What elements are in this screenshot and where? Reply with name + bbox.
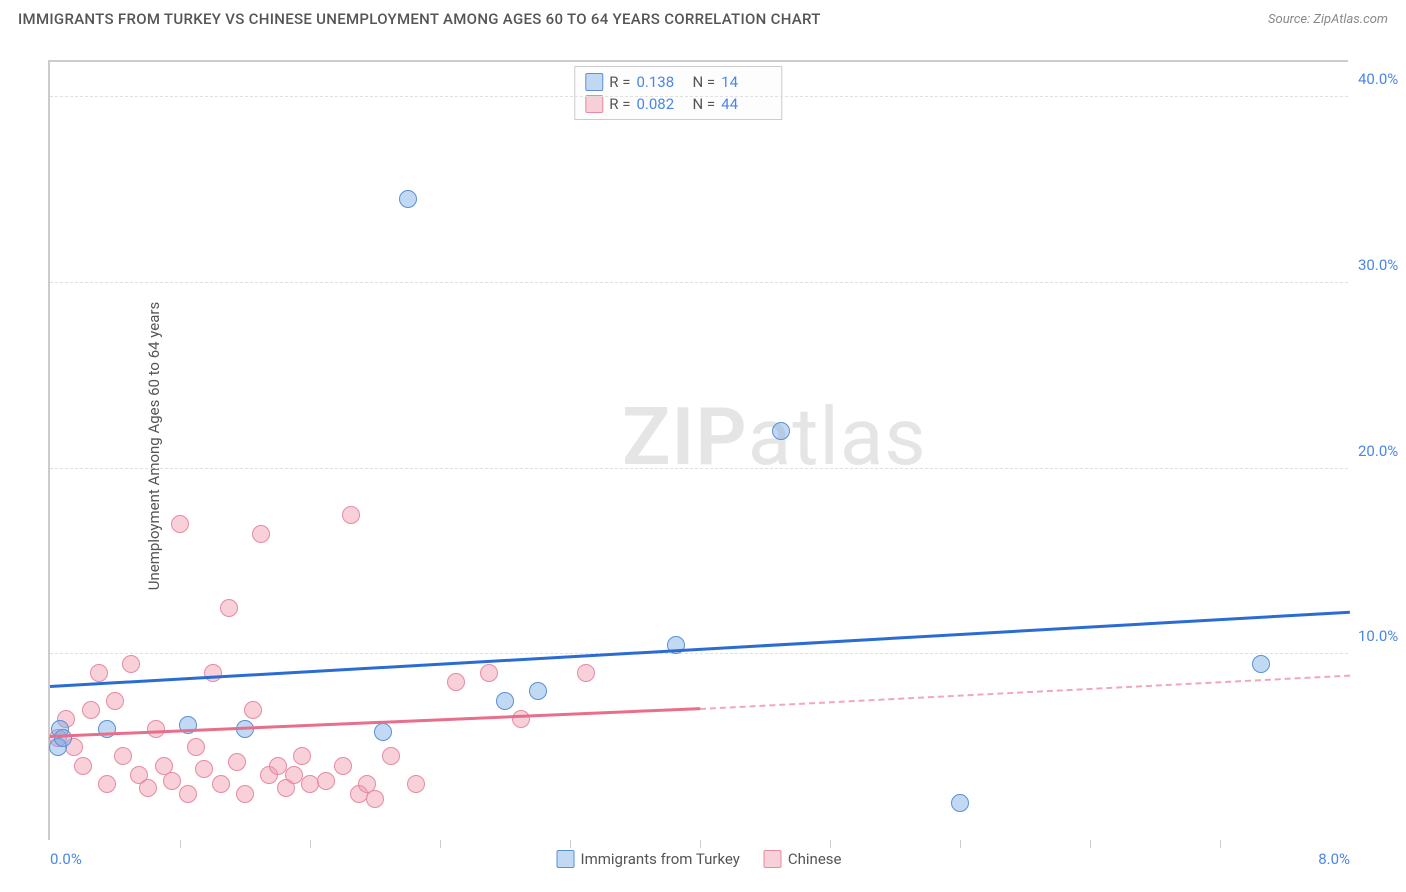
data-point-chinese [480, 664, 498, 682]
series-label: Chinese [788, 850, 842, 868]
series-legend-item-turkey: Immigrants from Turkey [557, 850, 740, 868]
legend-r-label: R = [609, 73, 630, 91]
data-point-turkey [951, 794, 969, 812]
correlation-legend: R = 0.138 N = 14 R = 0.082 N = 44 [574, 66, 782, 120]
legend-swatch [557, 850, 575, 868]
x-tick-mark [700, 840, 701, 848]
data-point-chinese [220, 599, 238, 617]
x-tick-mark [1090, 840, 1091, 848]
gridline [50, 282, 1348, 283]
legend-n-label: N = [692, 73, 715, 91]
data-point-turkey [1252, 655, 1270, 673]
legend-swatch [585, 73, 603, 91]
data-point-chinese [195, 760, 213, 778]
data-point-turkey [772, 422, 790, 440]
legend-row-turkey: R = 0.138 N = 14 [585, 71, 771, 93]
data-point-chinese [163, 772, 181, 790]
x-tick-label: 0.0% [50, 850, 82, 868]
data-point-chinese [382, 747, 400, 765]
legend-swatch [764, 850, 782, 868]
legend-n-value: 44 [721, 95, 771, 113]
gridline [50, 468, 1348, 469]
data-point-chinese [74, 757, 92, 775]
title-bar: IMMIGRANTS FROM TURKEY VS CHINESE UNEMPL… [18, 10, 1388, 28]
gridline [50, 96, 1348, 97]
data-point-turkey [54, 729, 72, 747]
x-tick-mark [440, 840, 441, 848]
data-point-turkey [374, 723, 392, 741]
data-point-chinese [228, 753, 246, 771]
data-point-turkey [496, 692, 514, 710]
data-point-chinese [293, 747, 311, 765]
data-point-turkey [529, 682, 547, 700]
data-point-chinese [106, 692, 124, 710]
data-point-chinese [171, 515, 189, 533]
trend-line [50, 610, 1350, 687]
data-point-turkey [399, 190, 417, 208]
trend-line-extrapolated [700, 675, 1350, 710]
data-point-chinese [187, 738, 205, 756]
data-point-chinese [236, 785, 254, 803]
y-tick-label: 20.0% [1358, 442, 1406, 460]
data-point-chinese [114, 747, 132, 765]
data-point-chinese [122, 655, 140, 673]
scatter-plot: R =0.138N =14R =0.082N =44 ZIPatlas Immi… [48, 60, 1348, 840]
source-label: Source: ZipAtlas.com [1268, 12, 1388, 27]
data-point-chinese [342, 506, 360, 524]
data-point-chinese [317, 772, 335, 790]
legend-r-label: R = [609, 95, 630, 113]
data-point-chinese [82, 701, 100, 719]
series-label: Immigrants from Turkey [581, 850, 740, 868]
data-point-chinese [269, 757, 287, 775]
data-point-chinese [285, 766, 303, 784]
data-point-chinese [252, 525, 270, 543]
legend-swatch [585, 95, 603, 113]
x-tick-mark [310, 840, 311, 848]
data-point-chinese [301, 775, 319, 793]
y-tick-label: 30.0% [1358, 256, 1406, 274]
data-point-chinese [366, 790, 384, 808]
data-point-chinese [334, 757, 352, 775]
data-point-chinese [407, 775, 425, 793]
chart-title: IMMIGRANTS FROM TURKEY VS CHINESE UNEMPL… [18, 10, 821, 28]
data-point-chinese [147, 720, 165, 738]
x-tick-mark [960, 840, 961, 848]
legend-n-value: 14 [721, 73, 771, 91]
data-point-chinese [447, 673, 465, 691]
legend-r-value: 0.138 [636, 73, 686, 91]
data-point-chinese [577, 664, 595, 682]
series-legend-item-chinese: Chinese [764, 850, 842, 868]
x-tick-mark [570, 840, 571, 848]
x-tick-mark [180, 840, 181, 848]
x-tick-label: 8.0% [1318, 850, 1350, 868]
y-tick-label: 10.0% [1358, 627, 1406, 645]
gridline [50, 653, 1348, 654]
data-point-chinese [204, 664, 222, 682]
data-point-chinese [244, 701, 262, 719]
series-legend: Immigrants from Turkey Chinese [557, 850, 842, 868]
x-tick-mark [1220, 840, 1221, 848]
data-point-chinese [98, 775, 116, 793]
legend-n-label: N = [692, 95, 715, 113]
data-point-chinese [179, 785, 197, 803]
data-point-chinese [90, 664, 108, 682]
x-tick-mark [830, 840, 831, 848]
data-point-chinese [512, 710, 530, 728]
legend-r-value: 0.082 [636, 95, 686, 113]
data-point-chinese [139, 779, 157, 797]
data-point-chinese [212, 775, 230, 793]
y-tick-label: 40.0% [1358, 70, 1406, 88]
